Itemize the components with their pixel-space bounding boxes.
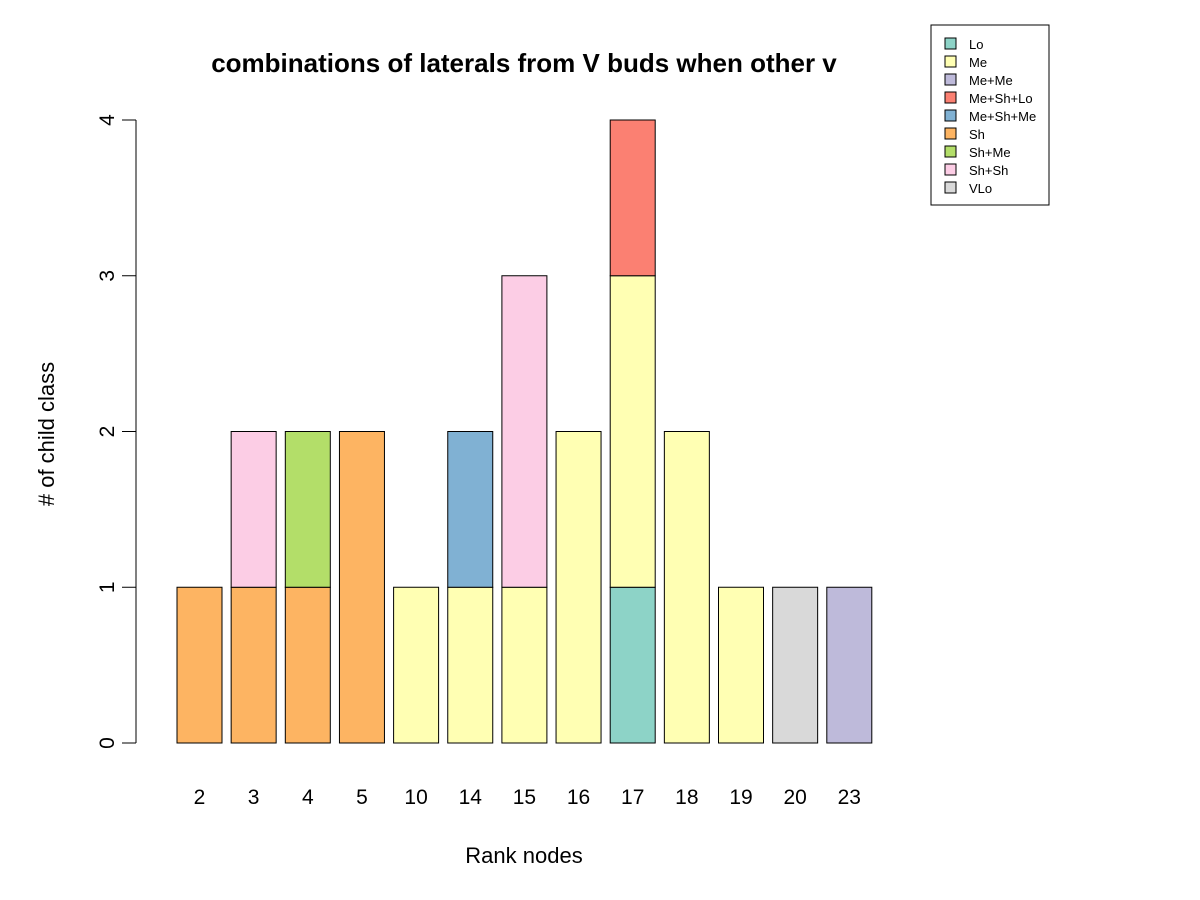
y-tick-label: 2	[96, 426, 119, 438]
x-tick-label: 17	[621, 786, 644, 809]
legend-swatch	[944, 181, 957, 194]
x-axis-tick-labels: 2 3 4 5 10 14 15 16 17 18 19 20 23	[194, 786, 861, 809]
x-tick-label: 20	[783, 786, 806, 809]
legend-swatch	[944, 127, 957, 140]
y-axis-label: # of child class	[34, 362, 59, 506]
x-tick-label: 2	[194, 786, 206, 809]
bar-segment	[284, 586, 331, 744]
x-tick-label: 14	[459, 786, 483, 809]
bar-segment	[555, 431, 602, 744]
legend-swatch	[944, 91, 957, 104]
bar-segment	[338, 431, 385, 744]
x-tick-label: 4	[302, 786, 314, 809]
legend-label: Lo	[969, 37, 983, 52]
legend-label: Sh+Sh	[969, 163, 1008, 178]
x-tick-label: 5	[356, 786, 368, 809]
bar-segment	[663, 431, 710, 744]
legend-label: Sh	[969, 127, 985, 142]
bar-segment	[609, 586, 656, 744]
bar-segment	[393, 586, 440, 744]
y-tick-label: 4	[96, 114, 119, 126]
x-tick-label: 23	[838, 786, 861, 809]
y-tick-label: 3	[96, 270, 119, 282]
x-tick-label: 3	[248, 786, 260, 809]
bar-segment	[718, 586, 764, 744]
x-axis-label: Rank nodes	[465, 843, 582, 868]
bars-group	[176, 119, 873, 744]
x-tick-label: 10	[404, 786, 427, 809]
x-tick-label: 16	[567, 786, 590, 809]
y-tick-label: 0	[96, 737, 119, 749]
bar-segment	[609, 119, 656, 277]
bar-segment	[230, 586, 277, 744]
legend-label: Me+Sh+Lo	[969, 91, 1033, 106]
bar-segment	[230, 431, 277, 588]
legend-label: Sh+Me	[969, 145, 1011, 160]
legend-swatch	[944, 145, 957, 158]
x-tick-label: 15	[513, 786, 536, 809]
legend-swatch	[944, 55, 957, 68]
y-tick-label: 1	[96, 581, 119, 593]
x-tick-label: 18	[675, 786, 698, 809]
legend-label: Me+Me	[969, 73, 1013, 88]
bar-segment	[826, 586, 873, 744]
legend-swatch	[944, 163, 957, 176]
legend-swatch	[944, 37, 957, 50]
bar-segment	[609, 275, 656, 588]
legend-label: Me	[969, 55, 987, 70]
legend: Lo Me Me+Me Me+Sh+Lo Me+Sh+Me Sh Sh+Me Sh+Sh VLo	[930, 24, 1050, 206]
chart-title: combinations of laterals from V buds whe…	[211, 48, 837, 78]
bar-segment	[176, 586, 223, 744]
bar-segment	[501, 586, 548, 744]
legend-swatch	[944, 73, 957, 86]
bar-segment	[501, 275, 548, 588]
x-tick-label: 19	[729, 786, 752, 809]
bar-segment	[447, 431, 494, 588]
legend-label: Me+Sh+Me	[969, 109, 1036, 124]
legend-swatch	[944, 109, 957, 122]
y-axis: 0 1 2 3 4	[96, 114, 137, 749]
bar-segment	[772, 586, 819, 744]
bar-segment	[284, 431, 331, 588]
legend-label: VLo	[969, 181, 992, 196]
bar-segment	[447, 586, 494, 744]
